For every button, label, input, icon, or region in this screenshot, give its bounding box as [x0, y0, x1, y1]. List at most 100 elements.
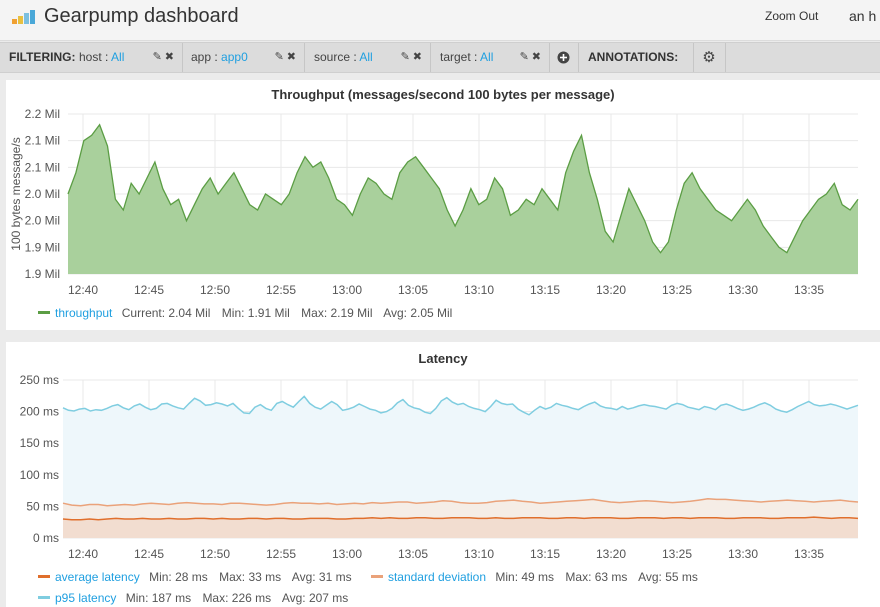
legend-avg: Avg: 31 ms [291, 570, 352, 584]
app-title: Gearpump dashboard [44, 5, 239, 27]
y-tick-label: 2.0 Mil [25, 214, 60, 228]
legend-min: Min: 1.91 Mil [221, 306, 290, 320]
legend-max: Max: 33 ms [219, 570, 282, 584]
legend-series-p95-latency[interactable]: p95 latency [55, 591, 117, 605]
x-tick-label: 13:15 [530, 547, 560, 561]
y-tick-label: 2.0 Mil [25, 187, 60, 201]
x-tick-label: 12:45 [134, 547, 164, 561]
x-tick-label: 13:20 [596, 283, 626, 297]
legend-min: Min: 49 ms [495, 570, 555, 584]
throughput-chart[interactable]: 1.9 Mil 1.9 Mil 2.0 Mil 2.0 Mil 2.1 Mil 2.1 M… [6, 80, 880, 330]
remove-icon[interactable]: ✖ [286, 51, 296, 63]
latency-chart[interactable]: 0 ms 50 ms 100 ms 150 ms 200 ms 250 ms 12:40 12… [6, 342, 880, 607]
remove-icon[interactable]: ✖ [164, 51, 174, 63]
x-tick-label: 12:45 [134, 283, 164, 297]
x-tick-label: 12:50 [200, 547, 230, 561]
remove-icon[interactable]: ✖ [412, 51, 422, 63]
top-header: Gearpump dashboard Zoom Out an h [0, 0, 880, 41]
filter-app: app : app0 ✎ ✖ [182, 43, 305, 72]
legend-min: Min: 187 ms [125, 591, 192, 605]
filter-value-app[interactable]: app0 [221, 50, 248, 64]
y-tick-label: 200 ms [20, 405, 59, 419]
average-latency-line [62, 516, 859, 521]
x-tick-label: 12:40 [68, 283, 98, 297]
filter-key: source [314, 50, 351, 64]
filter-key: app [191, 50, 212, 64]
legend-swatch [38, 575, 50, 579]
filter-key: target [440, 50, 471, 64]
filter-value-host[interactable]: All [111, 50, 125, 64]
filter-target: target : All ✎ ✖ [430, 43, 550, 72]
legend-avg: Avg: 2.05 Mil [383, 306, 453, 320]
x-tick-label: 13:10 [464, 283, 494, 297]
x-tick-label: 12:55 [266, 283, 296, 297]
legend-avg: Avg: 55 ms [638, 570, 698, 584]
edit-icon[interactable]: ✎ [519, 51, 529, 63]
y-tick-label: 1.9 Mil [25, 240, 60, 254]
standard-deviation-line [62, 498, 859, 507]
remove-icon[interactable]: ✖ [531, 51, 541, 63]
y-tick-label: 100 ms [20, 468, 59, 482]
latency-legend-row-1: average latency Min: 28 ms Max: 33 ms Av… [38, 570, 706, 584]
x-tick-label: 13:05 [398, 547, 428, 561]
x-tick-label: 13:05 [398, 283, 428, 297]
throughput-line [67, 123, 859, 254]
annotations-label: ANNOTATIONS: [588, 50, 679, 64]
y-tick-label: 2.1 Mil [25, 134, 60, 148]
throughput-panel: Throughput (messages/second 100 bytes pe… [6, 80, 880, 330]
filter-source: source : All ✎ ✖ [304, 43, 431, 72]
user-menu[interactable]: an h [849, 8, 877, 24]
x-tick-label: 13:10 [464, 547, 494, 561]
y-tick-label: 50 ms [26, 499, 59, 513]
p95-latency-line [62, 395, 859, 416]
filtering-label: FILTERING: [9, 50, 76, 64]
legend-series-average-latency[interactable]: average latency [55, 570, 140, 584]
x-tick-label: 13:30 [728, 547, 758, 561]
edit-icon[interactable]: ✎ [274, 51, 284, 63]
throughput-title: Throughput (messages/second 100 bytes pe… [271, 87, 615, 102]
settings-button[interactable]: ⚙ [693, 43, 726, 72]
legend-avg: Avg: 207 ms [281, 591, 349, 605]
legend-swatch [38, 311, 50, 315]
filter-bar: FILTERING: host : All ✎ ✖ app : app0 ✎ ✖ s… [0, 42, 880, 73]
legend-max: Max: 226 ms [202, 591, 272, 605]
y-tick-label: 250 ms [20, 373, 59, 387]
legend-current: Current: 2.04 Mil [121, 306, 211, 320]
x-tick-label: 13:25 [662, 547, 692, 561]
legend-series-standard-deviation[interactable]: standard deviation [387, 570, 487, 584]
x-tick-label: 13:00 [332, 283, 362, 297]
y-tick-label: 2.1 Mil [25, 160, 60, 174]
legend-swatch [370, 575, 383, 579]
y-axis-label: 100 bytes message/s [9, 137, 23, 250]
legend-series-throughput[interactable]: throughput [55, 306, 113, 320]
edit-icon[interactable]: ✎ [152, 51, 162, 63]
filter-value-source[interactable]: All [359, 50, 373, 64]
x-tick-label: 12:50 [200, 283, 230, 297]
y-tick-label: 2.2 Mil [25, 107, 60, 121]
filter-value-target[interactable]: All [480, 50, 494, 64]
edit-icon[interactable]: ✎ [400, 51, 410, 63]
x-tick-label: 13:35 [794, 547, 824, 561]
legend-max: Max: 63 ms [565, 570, 628, 584]
latency-panel: Latency 0 ms 50 ms 100 ms 150 ms 200 ms 250 m… [6, 342, 880, 607]
latency-title: Latency [418, 351, 468, 366]
zoom-out-button[interactable]: Zoom Out [765, 9, 819, 23]
average-latency-area [63, 517, 858, 538]
filter-key: host [79, 50, 102, 64]
gearpump-logo-icon[interactable] [11, 9, 37, 25]
x-tick-label: 13:35 [794, 283, 824, 297]
add-filter-button[interactable] [549, 43, 579, 72]
legend-min: Min: 28 ms [149, 570, 208, 584]
plus-circle-icon [557, 51, 570, 64]
x-tick-label: 12:55 [266, 547, 296, 561]
legend-swatch [38, 596, 50, 600]
latency-legend-row-2: p95 latency Min: 187 ms Max: 226 ms Avg:… [38, 591, 356, 605]
gear-icon: ⚙ [702, 49, 716, 66]
x-tick-label: 13:30 [728, 283, 758, 297]
throughput-area [68, 124, 858, 274]
x-tick-label: 13:00 [332, 547, 362, 561]
y-tick-label: 1.9 Mil [25, 267, 60, 281]
annotations-segment: ANNOTATIONS: [578, 43, 694, 72]
y-tick-label: 150 ms [20, 436, 59, 450]
filter-host: FILTERING: host : All ✎ ✖ [0, 43, 183, 72]
